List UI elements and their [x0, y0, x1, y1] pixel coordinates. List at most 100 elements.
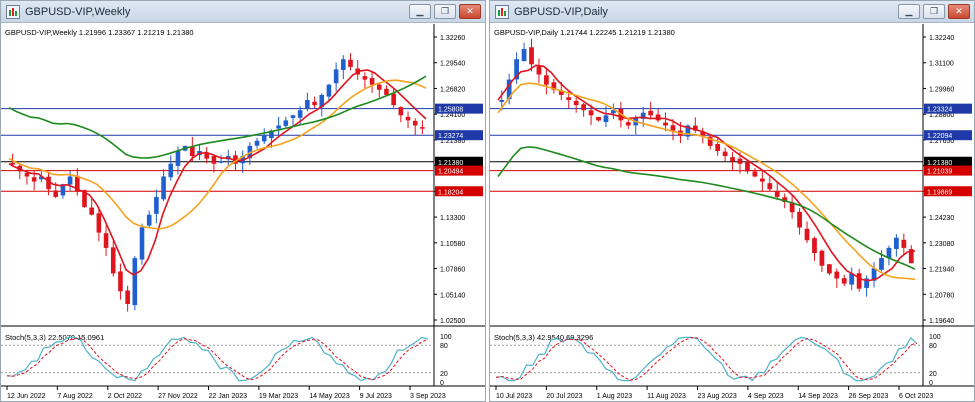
candle-body [566, 97, 572, 100]
chart-area[interactable]: 1.322401.311001.299601.288001.276501.265… [490, 24, 974, 401]
candle-body [849, 273, 855, 285]
candle-body [834, 271, 840, 279]
restore-icon: ❐ [929, 6, 939, 16]
candle-body [588, 110, 594, 116]
candle-body [692, 125, 698, 131]
candle-body [841, 278, 847, 284]
candle-body [864, 278, 869, 288]
price-tick-label: 1.02500 [440, 318, 465, 325]
stoch-tick-label: 80 [440, 343, 448, 350]
date-tick-label: 20 Jul 2023 [546, 393, 582, 400]
chart-app-icon [495, 4, 509, 19]
candle-body [305, 100, 310, 109]
ma-fast-line [497, 64, 916, 282]
stoch-tick-label: 0 [440, 380, 444, 387]
candle-body [362, 76, 368, 80]
candle-body [603, 115, 609, 123]
candle-body [96, 213, 102, 233]
price-level-tag [435, 103, 483, 114]
weekly-chart-canvas[interactable]: 1.322601.295401.268201.241001.213801.186… [1, 24, 485, 401]
price-level-label: 1.21039 [927, 169, 952, 176]
candle-body [31, 177, 37, 182]
date-tick-label: 2 Oct 2022 [108, 393, 142, 400]
price-tick-label: 1.07860 [440, 267, 465, 274]
candle-body [39, 176, 44, 180]
candle-body [53, 190, 59, 197]
stoch-label: Stoch(5,3,3) 22.5070 15.0961 [5, 333, 104, 342]
candle-body [420, 127, 425, 129]
candle-body [581, 104, 587, 111]
price-tick-label: 1.20780 [929, 292, 954, 299]
candle-body [326, 84, 332, 97]
date-tick-label: 14 May 2023 [309, 393, 350, 400]
candle-body [730, 157, 735, 162]
chart-background [490, 24, 974, 401]
minimize-button[interactable]: ▁ [898, 4, 920, 19]
date-tick-label: 19 Mar 2023 [259, 393, 298, 400]
close-button[interactable]: ✕ [459, 4, 481, 19]
minimize-button[interactable]: ▁ [409, 4, 431, 19]
candle-body [312, 101, 317, 106]
chart-info-label: GBPUSD-VIP,Weekly 1.21996 1.23367 1.2121… [5, 28, 194, 37]
candle-body [707, 136, 713, 146]
candle-body [348, 59, 353, 67]
date-tick-label: 12 Jun 2022 [7, 393, 46, 400]
candle-body [139, 227, 145, 260]
price-tick-label: 1.31100 [929, 61, 954, 68]
window-title: GBPUSD-VIP,Weekly [25, 5, 131, 18]
window-titlebar[interactable]: GBPUSD-VIP,Daily ▁ ❐ ✕ [490, 1, 974, 23]
chart-area[interactable]: 1.322601.295401.268201.241001.213801.186… [1, 24, 485, 401]
restore-button[interactable]: ❐ [434, 4, 456, 19]
restore-button[interactable]: ❐ [923, 4, 945, 19]
price-tick-label: 1.10580 [440, 241, 465, 248]
price-tick-label: 1.23080 [929, 241, 954, 248]
minimize-icon: ▁ [416, 6, 424, 16]
date-tick-label: 22 Jan 2023 [209, 393, 248, 400]
price-level-label: 1.20494 [438, 169, 463, 176]
minimize-icon: ▁ [905, 6, 913, 16]
candle-body [544, 75, 549, 85]
candle-body [276, 125, 281, 129]
date-tick-label: 1 Aug 2023 [597, 393, 633, 400]
price-level-label: 1.25808 [438, 107, 463, 114]
candle-body [154, 196, 159, 214]
close-icon: ✕ [466, 6, 474, 16]
price-tick-label: 1.21380 [440, 138, 465, 145]
price-level-tag [924, 103, 972, 114]
candle-body [901, 239, 907, 248]
candle-body [60, 184, 66, 196]
candle-body [663, 122, 668, 126]
price-level-tag [435, 165, 483, 176]
date-tick-label: 23 Aug 2023 [698, 393, 737, 400]
stoch-tick-label: 80 [929, 343, 937, 350]
candle-body [752, 171, 758, 177]
candle-body [715, 144, 721, 151]
candle-body [894, 237, 899, 249]
candle-body [655, 114, 661, 121]
date-tick-label: 7 Aug 2022 [57, 393, 93, 400]
close-icon: ✕ [955, 6, 963, 16]
price-level-label: 1.23274 [438, 133, 463, 140]
candle-body [812, 238, 817, 253]
candle-body [254, 140, 260, 146]
stoch-tick-label: 100 [929, 334, 941, 341]
ma-slow-line [8, 75, 427, 159]
price-level-label: 1.22094 [927, 133, 952, 140]
candle-body [132, 258, 138, 306]
price-level-tag [924, 130, 972, 141]
chart-app-icon [6, 4, 20, 19]
window-titlebar[interactable]: GBPUSD-VIP,Weekly ▁ ❐ ✕ [1, 1, 485, 23]
daily-chart-canvas[interactable]: 1.322401.311001.299601.288001.276501.265… [490, 24, 974, 401]
date-tick-label: 27 Nov 2022 [158, 393, 198, 400]
candle-body [24, 172, 30, 177]
weekly-chart-window[interactable]: GBPUSD-VIP,Weekly ▁ ❐ ✕ 1.32260 1.29540 1.… [0, 0, 486, 402]
stoch-tick-label: 20 [929, 371, 937, 378]
candle-body [596, 116, 601, 121]
close-button[interactable]: ✕ [948, 4, 970, 19]
candle-body [804, 228, 810, 241]
candle-body [118, 271, 123, 292]
candle-body [648, 110, 654, 116]
candle-body [506, 79, 512, 100]
stoch-signal-line [495, 337, 918, 381]
daily-chart-window[interactable]: GBPUSD-VIP,Daily ▁ ❐ ✕ 1.32240 1.31100 1.2… [489, 0, 975, 402]
